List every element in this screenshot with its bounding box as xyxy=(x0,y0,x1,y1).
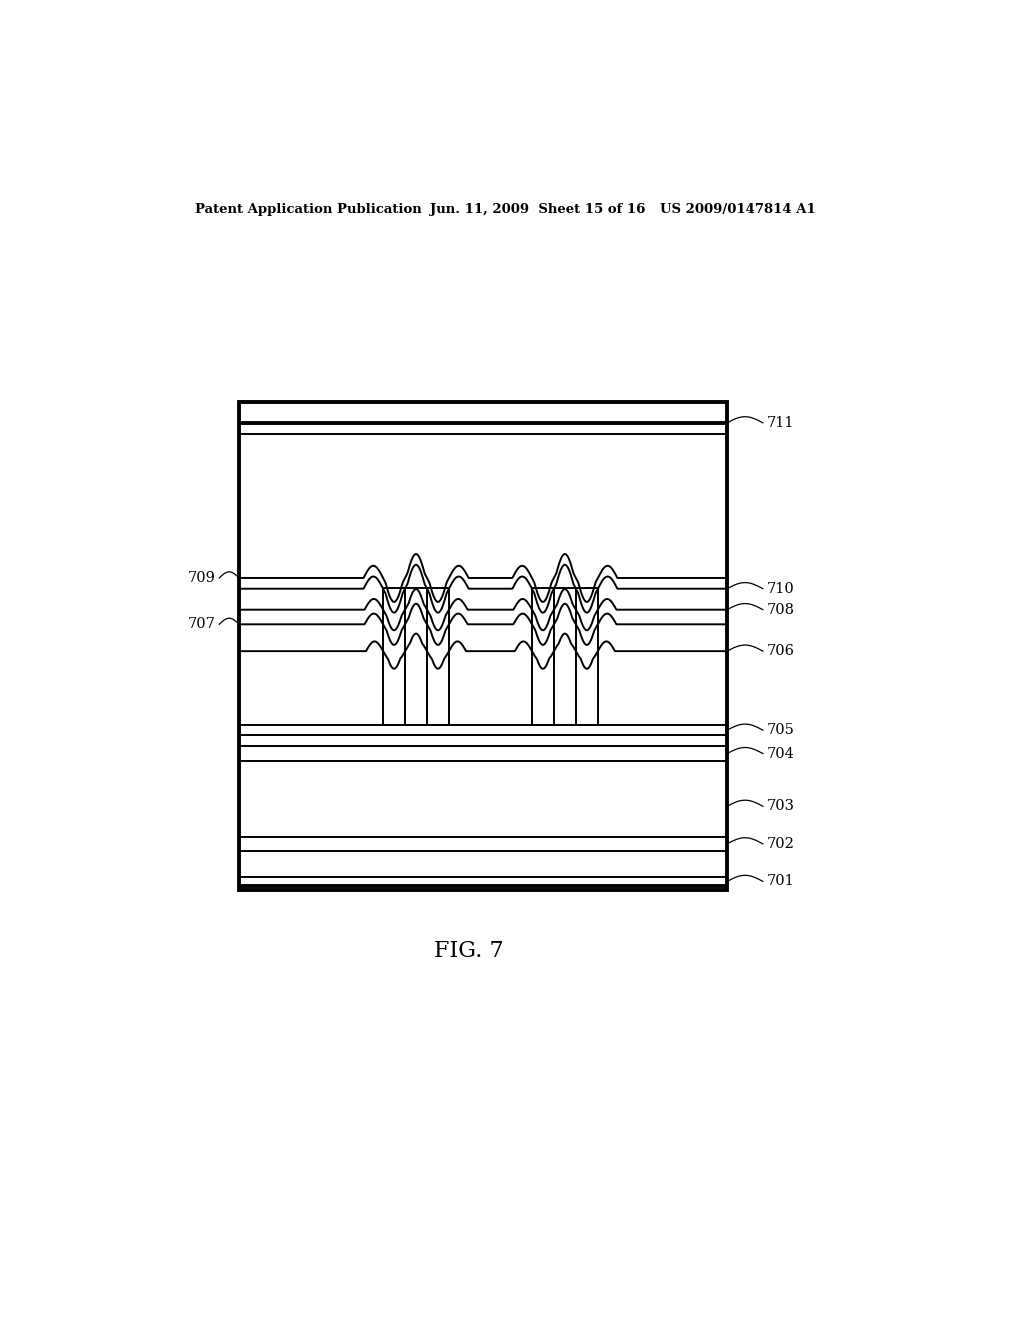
Text: 710: 710 xyxy=(767,582,795,595)
Text: FIG. 7: FIG. 7 xyxy=(434,940,504,962)
Text: 711: 711 xyxy=(767,416,795,430)
Text: 705: 705 xyxy=(767,723,795,737)
Text: 704: 704 xyxy=(767,747,795,760)
Text: 709: 709 xyxy=(187,572,215,585)
Text: 708: 708 xyxy=(767,603,795,616)
Text: Jun. 11, 2009  Sheet 15 of 16: Jun. 11, 2009 Sheet 15 of 16 xyxy=(430,203,645,215)
Text: US 2009/0147814 A1: US 2009/0147814 A1 xyxy=(659,203,815,215)
Text: 701: 701 xyxy=(767,874,795,888)
Text: 707: 707 xyxy=(187,618,215,631)
Text: Patent Application Publication: Patent Application Publication xyxy=(196,203,422,215)
Bar xyxy=(240,403,727,890)
Text: 702: 702 xyxy=(767,837,795,851)
Text: 706: 706 xyxy=(767,644,795,659)
Text: 703: 703 xyxy=(767,800,795,813)
